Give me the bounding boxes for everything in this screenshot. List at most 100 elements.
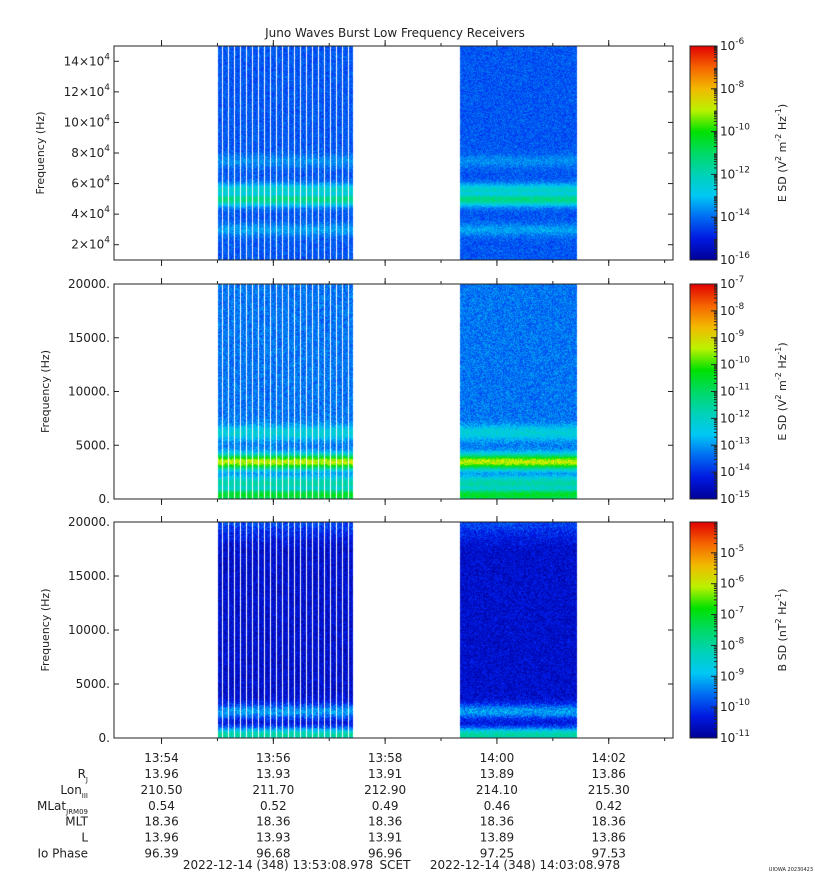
spectrogram-image <box>114 522 673 738</box>
ephemeris-value: 0.46 <box>484 799 511 813</box>
chart-title: Juno Waves Burst Low Frequency Receivers <box>264 26 525 40</box>
y-tick-label: 10000. <box>68 385 110 399</box>
y-tick-label: 5000. <box>76 677 110 691</box>
colorbar-tick-label: 10-11 <box>720 383 750 399</box>
colorbar-tick-label: 10-16 <box>720 251 750 267</box>
x-tick-label: 14:02 <box>591 751 626 765</box>
y-tick-label: 14×104 <box>64 52 111 68</box>
ephemeris-value: 96.68 <box>256 847 290 861</box>
ephemeris-value: 13.89 <box>480 831 514 845</box>
ephemeris-value: 96.96 <box>368 847 402 861</box>
y-axis-label: Frequency (Hz) <box>39 589 52 672</box>
ephemeris-row-label: L <box>81 831 88 845</box>
ephemeris-value: 18.36 <box>144 815 178 829</box>
y-tick-label: 10000. <box>68 623 110 637</box>
y-tick-label: 20000. <box>68 277 110 291</box>
colorbar-tick-label: 10-14 <box>720 463 750 479</box>
ephemeris-value: 18.36 <box>256 815 290 829</box>
x-tick-label: 13:54 <box>144 751 179 765</box>
y-tick-label: 15000. <box>68 331 110 345</box>
x-tick-label: 13:58 <box>368 751 403 765</box>
x-tick-label: 13:56 <box>256 751 291 765</box>
colorbar-label: E SD (V2 m-2 Hz-1) <box>774 342 789 440</box>
ephemeris-value: 13.93 <box>256 767 290 781</box>
y-tick-label: 4×104 <box>71 205 110 221</box>
ephemeris-value: 0.54 <box>148 799 175 813</box>
y-tick-label: 0. <box>99 731 110 745</box>
ephemeris-value: 0.42 <box>595 799 622 813</box>
spectrogram-panel-3: 0. 5000. 10000. 15000. 20000. Frequency (Hz) 1… <box>39 515 789 745</box>
colorbar-tick-label: 10-13 <box>720 436 750 452</box>
colorbar-tick-label: 10-14 <box>720 208 750 224</box>
ephemeris-row-label: RJ <box>78 767 88 784</box>
y-tick-label: 15000. <box>68 569 110 583</box>
colorbar-tick-label: 10-7 <box>720 275 744 291</box>
ephemeris-value: 13.86 <box>592 767 626 781</box>
spectrogram-image <box>114 284 673 499</box>
ephemeris-value: 18.36 <box>368 815 402 829</box>
ephemeris-value: 210.50 <box>141 783 183 797</box>
ephemeris-value: 211.70 <box>252 783 294 797</box>
ephemeris-value: 96.39 <box>144 847 178 861</box>
ephemeris-value: 212.90 <box>364 783 406 797</box>
ephemeris-value: 13.96 <box>144 767 178 781</box>
colorbar-tick-label: 10-8 <box>720 80 745 96</box>
spectrogram-panel-2: 0. 5000. 10000. 15000. 20000. Frequency (Hz) 1… <box>39 275 789 506</box>
footer-end-time: 2022-12-14 (348) 14:03:08.978 <box>430 858 620 872</box>
colorbar-tick-label: 10-8 <box>720 302 745 318</box>
ephemeris-value: 97.25 <box>480 847 514 861</box>
x-tick-label: 14:00 <box>480 751 515 765</box>
y-tick-label: 2×104 <box>71 236 110 252</box>
footer-start-time: 2022-12-14 (348) 13:53:08.978 <box>183 858 373 872</box>
colorbar-tick-label: 10-11 <box>720 729 750 745</box>
ephemeris-row-label: LonIII <box>60 783 88 800</box>
footer-scet: SCET <box>380 858 412 872</box>
colorbar-tick-label: 10-8 <box>720 636 745 652</box>
colorbar-tick-label: 10-12 <box>720 165 750 181</box>
spectrogram-panel-1: 2×104 4×104 6×104 8×104 10×104 12×104 14×104 Fr… <box>34 37 789 267</box>
y-tick-label: 6×104 <box>71 175 110 191</box>
ephemeris-value: 18.36 <box>592 815 626 829</box>
colorbar-tick-label: 10-15 <box>720 490 750 506</box>
y-tick-label: 8×104 <box>71 144 110 160</box>
colorbar-tick-label: 10-10 <box>720 698 750 714</box>
ephemeris-value: 97.53 <box>592 847 626 861</box>
y-tick-label: 20000. <box>68 515 110 529</box>
y-axis-label: Frequency (Hz) <box>34 112 47 195</box>
colorbar <box>689 45 718 261</box>
y-tick-label: 0. <box>99 492 110 506</box>
ephemeris-value: 18.36 <box>480 815 514 829</box>
ephemeris-value: 13.96 <box>144 831 178 845</box>
ephemeris-value: 13.86 <box>592 831 626 845</box>
footer-stamp: UIOWA 20230423 <box>769 867 813 873</box>
ephemeris-value: 0.52 <box>260 799 287 813</box>
ephemeris-value: 13.91 <box>368 831 402 845</box>
colorbar <box>689 521 718 739</box>
colorbar-tick-label: 10-10 <box>720 123 750 139</box>
spectrogram-image <box>114 46 673 260</box>
colorbar-tick-label: 10-6 <box>720 37 745 53</box>
ephemeris-value: 0.49 <box>372 799 399 813</box>
colorbar-tick-label: 10-9 <box>720 667 745 683</box>
ephemeris-value: 13.93 <box>256 831 290 845</box>
colorbar-tick-label: 10-6 <box>720 575 745 591</box>
y-tick-label: 5000. <box>76 438 110 452</box>
ephemeris-row-label: MLatJRM09 <box>37 799 88 816</box>
colorbar-label: E SD (V2 m-2 Hz-1) <box>774 104 789 202</box>
ephemeris-row-label: Io Phase <box>37 847 88 861</box>
ephemeris-row-label: MLT <box>65 815 88 829</box>
ephemeris-value: 13.89 <box>480 767 514 781</box>
ephemeris-value: 215.30 <box>588 783 630 797</box>
y-axis-label: Frequency (Hz) <box>39 350 52 433</box>
colorbar-tick-label: 10-9 <box>720 329 745 345</box>
colorbar-tick-label: 10-10 <box>720 356 750 372</box>
colorbar-tick-label: 10-5 <box>720 544 744 560</box>
colorbar-label: B SD (nT2 Hz-1) <box>774 589 789 672</box>
y-tick-label: 10×104 <box>64 113 111 129</box>
y-tick-label: 12×104 <box>64 83 111 99</box>
colorbar-tick-label: 10-12 <box>720 409 750 425</box>
ephemeris-value: 214.10 <box>476 783 518 797</box>
ephemeris-value: 13.91 <box>368 767 402 781</box>
colorbar-tick-label: 10-7 <box>720 606 744 622</box>
